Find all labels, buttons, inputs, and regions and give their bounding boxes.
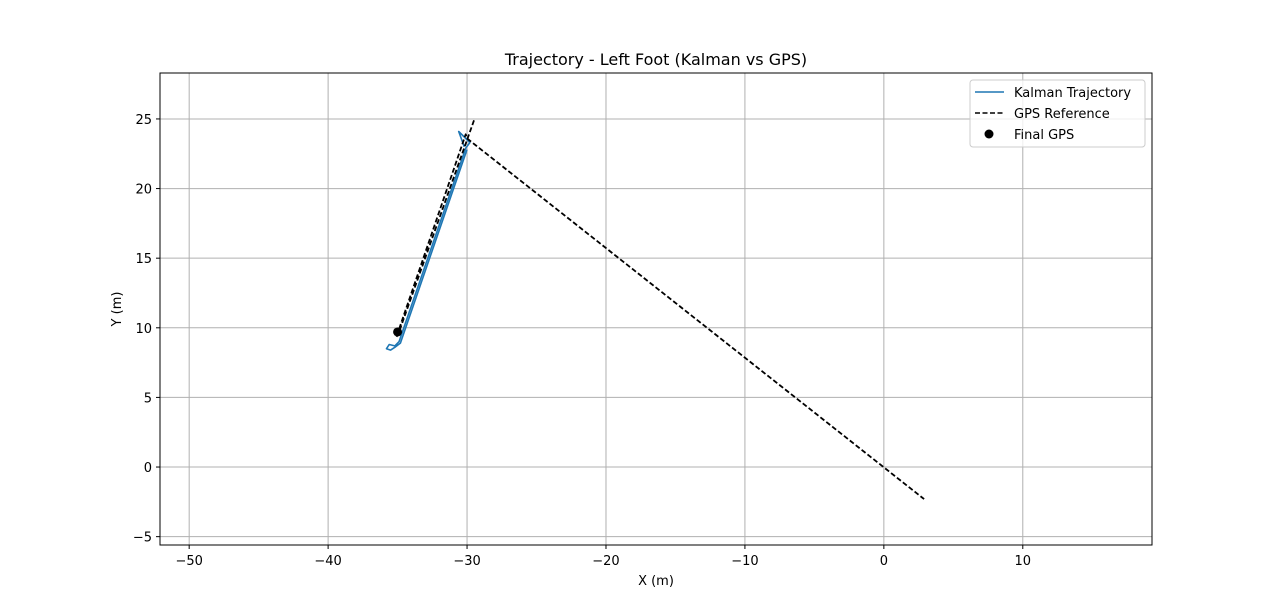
legend: Kalman Trajectory GPS Reference Final GP… bbox=[969, 79, 1146, 148]
x-tick-label: −50 bbox=[175, 554, 202, 569]
legend-box bbox=[969, 79, 1146, 148]
x-tick-label: 10 bbox=[1015, 554, 1032, 569]
series-layer bbox=[385, 119, 925, 500]
gps-reference-line bbox=[395, 119, 925, 500]
y-tick-label: 20 bbox=[135, 183, 152, 198]
x-tick-label: −40 bbox=[314, 554, 341, 569]
legend-label-kalman: Kalman Trajectory bbox=[1014, 86, 1131, 101]
x-tick-label: −20 bbox=[592, 554, 619, 569]
legend-label-final-gps: Final GPS bbox=[1014, 128, 1074, 143]
legend-label-gps: GPS Reference bbox=[1014, 107, 1110, 122]
legend-marker-final-gps bbox=[984, 129, 994, 139]
x-tick-label: −30 bbox=[453, 554, 480, 569]
chart-title: Trajectory - Left Foot (Kalman vs GPS) bbox=[504, 50, 807, 69]
y-tick-label: 0 bbox=[144, 461, 152, 476]
y-tick-label: 25 bbox=[135, 113, 152, 128]
y-tick-label: −5 bbox=[133, 531, 152, 546]
x-tick-label: 0 bbox=[880, 554, 888, 569]
x-tick-label: −10 bbox=[731, 554, 758, 569]
y-tick-label: 5 bbox=[144, 391, 152, 406]
final-gps-marker bbox=[393, 327, 403, 337]
plot-frame bbox=[159, 72, 1153, 546]
y-axis-label: Y (m) bbox=[110, 292, 125, 328]
y-tick-label: 15 bbox=[135, 252, 152, 267]
y-tick-label: 10 bbox=[135, 322, 152, 337]
x-axis-label: X (m) bbox=[638, 574, 674, 589]
